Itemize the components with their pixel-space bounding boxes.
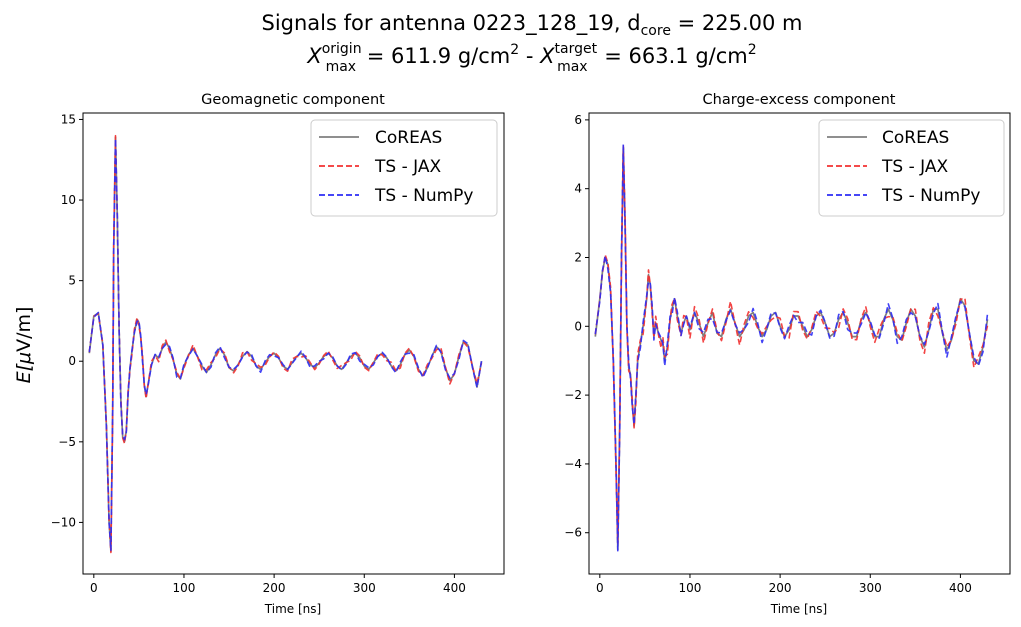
- legend-box: [818, 119, 1005, 217]
- figure-title-line2: Xorigin max = 611.9 g/cm2 - Xtarget max = …: [306, 41, 756, 75]
- plot-area: [594, 143, 989, 552]
- y-tick-label: −6: [564, 526, 582, 540]
- legend: CoREAS TS - JAX TS - NumPy: [818, 119, 1005, 217]
- charge-excess-panel: Charge-excess component 0 100 200 300 400 −6 −…: [564, 92, 1011, 616]
- ticks: 0 100 200 300 400 −10 −5 0 5 10 15: [51, 112, 466, 595]
- x-tick-label: 300: [353, 581, 376, 595]
- y-tick-label: −5: [58, 435, 76, 449]
- legend-label-coreas: CoREAS: [882, 128, 949, 148]
- legend: CoREAS TS - JAX TS - NumPy: [310, 119, 498, 217]
- x-tick-label: 0: [596, 581, 604, 595]
- y-tick-label: 5: [68, 274, 76, 288]
- plot-area: [88, 134, 483, 554]
- y-tick-label: 6: [574, 113, 582, 127]
- x-tick-label: 100: [173, 581, 196, 595]
- x-tick-label: 400: [949, 581, 972, 595]
- y-tick-label: −4: [564, 457, 582, 471]
- y-tick-label: 0: [574, 319, 582, 333]
- series-line-ts-numpy: [88, 138, 483, 552]
- legend-label-coreas: CoREAS: [375, 128, 442, 148]
- ticks: 0 100 200 300 400 −6 −4 −2 0 2 4 6: [564, 113, 972, 595]
- y-tick-label: 4: [574, 182, 582, 196]
- y-tick-label: −2: [564, 388, 582, 402]
- legend-label-jax: TS - JAX: [374, 157, 441, 177]
- series-line-ts-jax: [88, 134, 483, 554]
- x-tick-label: 0: [90, 581, 98, 595]
- y-axis-label: E[μV/m]: [13, 307, 35, 384]
- y-tick-label: 15: [61, 112, 76, 126]
- y-tick-label: 2: [574, 250, 582, 264]
- panel-title: Charge-excess component: [703, 92, 896, 108]
- legend-box: [310, 119, 498, 217]
- geomagnetic-panel: Geomagnetic component 0 100 200 300 400−10−5…: [51, 92, 505, 616]
- legend-label-jax: TS - JAX: [881, 157, 948, 177]
- x-axis-label: Time [ns]: [770, 602, 827, 616]
- legend-label-numpy: TS - NumPy: [374, 186, 473, 206]
- y-tick-label: 10: [61, 193, 76, 207]
- axes-frame: [82, 112, 505, 575]
- y-tick-label: 0: [68, 354, 76, 368]
- x-tick-label: 100: [679, 581, 702, 595]
- x-tick-label: 200: [769, 581, 792, 595]
- axes-frame: [588, 112, 1011, 575]
- figure-title-line1: Signals for antenna 0223_128_19, dcore =…: [262, 11, 803, 39]
- x-axis-label: Time [ns]: [264, 602, 321, 616]
- x-tick-label: 200: [263, 581, 286, 595]
- x-tick-label: 400: [443, 581, 466, 595]
- series-line-ts-numpy: [594, 143, 989, 552]
- x-tick-label: 300: [859, 581, 882, 595]
- y-tick-label: −10: [51, 515, 76, 529]
- panel-title: Geomagnetic component: [201, 92, 385, 108]
- legend-label-numpy: TS - NumPy: [881, 186, 980, 206]
